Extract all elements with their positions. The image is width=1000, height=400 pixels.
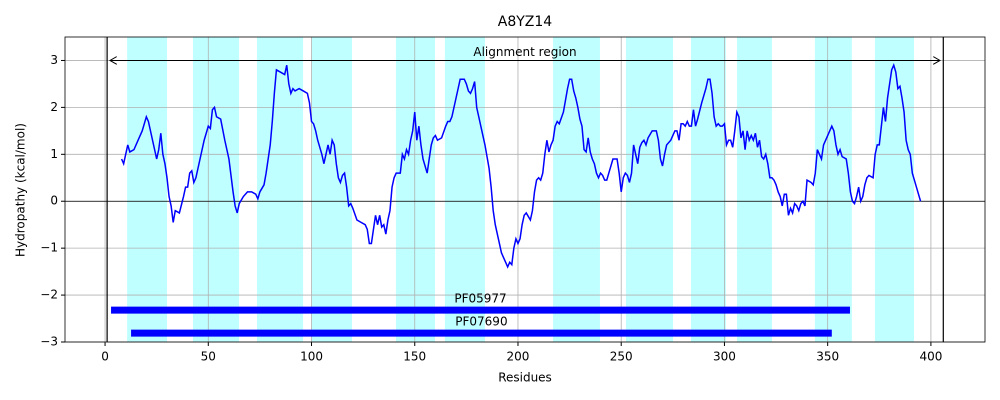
y-tick-label: 0 xyxy=(50,194,58,208)
x-tick-label: 100 xyxy=(300,350,323,364)
x-tick-label: 400 xyxy=(919,350,942,364)
region xyxy=(553,37,600,342)
annotation-text: Alignment region xyxy=(473,45,576,59)
region xyxy=(444,37,485,342)
region xyxy=(625,37,674,342)
y-tick-label: 2 xyxy=(50,100,58,114)
domain-label: PF07690 xyxy=(455,315,507,329)
region xyxy=(127,37,167,342)
y-tick-label: −3 xyxy=(40,335,58,349)
x-tick-label: 350 xyxy=(816,350,839,364)
x-tick-label: 0 xyxy=(101,350,109,364)
x-tick-label: 250 xyxy=(610,350,633,364)
domain-label: PF05977 xyxy=(454,292,506,306)
hydropathy-line xyxy=(120,62,922,269)
region xyxy=(814,37,852,342)
region xyxy=(874,37,914,342)
x-tick-label: 50 xyxy=(201,350,216,364)
y-tick-label: 1 xyxy=(50,147,58,161)
region xyxy=(257,37,304,342)
x-tick-label: 300 xyxy=(713,350,736,364)
y-axis-label: Hydropathy (kcal/mol) xyxy=(14,123,28,257)
region xyxy=(311,37,352,342)
region xyxy=(737,37,772,342)
x-axis-label: Residues xyxy=(498,371,552,385)
y-tick-label: −2 xyxy=(40,288,58,302)
region xyxy=(193,37,240,342)
region xyxy=(690,37,726,342)
x-tick-label: 150 xyxy=(403,350,426,364)
y-tick-label: 3 xyxy=(50,53,58,67)
y-tick-label: −1 xyxy=(40,241,58,255)
region xyxy=(395,37,435,342)
chart-title: A8YZ14 xyxy=(498,14,553,30)
plot-frame xyxy=(64,36,986,343)
x-tick-label: 200 xyxy=(507,350,530,364)
